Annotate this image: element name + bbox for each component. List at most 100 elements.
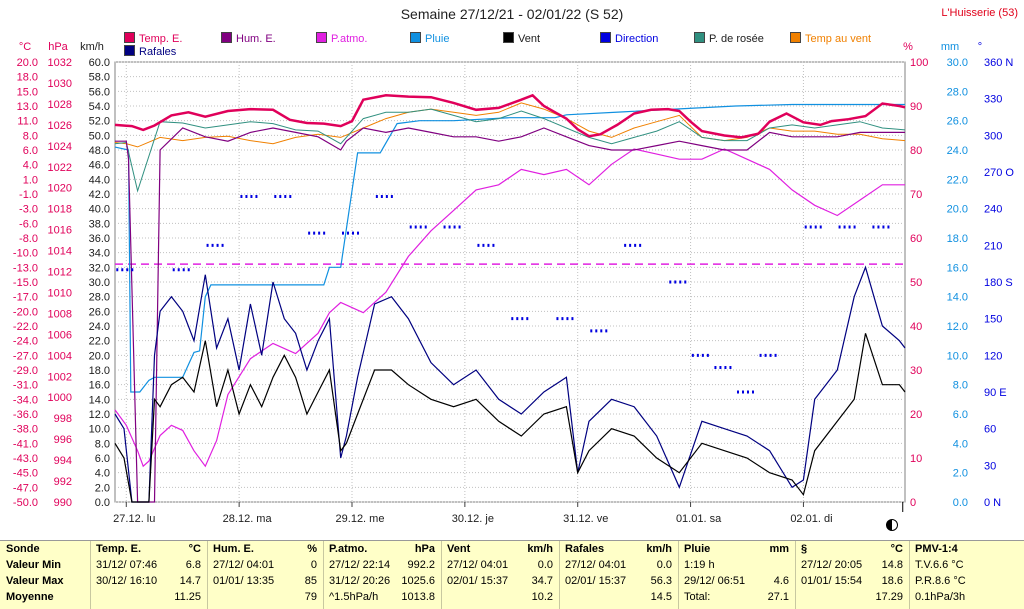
rain-tick-label: 20.0 xyxy=(947,204,968,216)
rain-tick-label: 12.0 xyxy=(947,321,968,333)
series-line-p-atmo xyxy=(114,148,905,468)
wind-tick-label: 46.0 xyxy=(89,160,110,172)
wind-tick-label: 32.0 xyxy=(89,262,110,274)
legend-swatch xyxy=(410,32,421,43)
humidity-tick-label: 30 xyxy=(910,365,922,377)
legend-swatch xyxy=(694,32,705,43)
humidity-tick-label: 0 xyxy=(910,497,916,509)
legend-item: P. de rosée xyxy=(694,32,764,45)
direction-tick-label: 180 S xyxy=(984,277,1013,289)
temp-tick-label: -47.0 xyxy=(13,482,38,494)
stats-cell-time: 01/01/ 15:54 xyxy=(801,575,863,587)
stats-cell-value: 11.25 xyxy=(174,591,201,603)
legend-item: Hum. E. xyxy=(221,32,276,45)
wind-tick-label: 8.0 xyxy=(95,438,110,450)
wind-tick-label: 4.0 xyxy=(95,468,110,480)
humidity-tick-label: 60 xyxy=(910,233,922,245)
stats-column: P.atmo. hPa 27/12/ 22:14 992.2 31/12/ 20:26 1… xyxy=(323,541,442,609)
stats-cell-time: 27/12/ 20:05 xyxy=(801,559,863,571)
temp-tick-label: -31.0 xyxy=(13,380,38,392)
direction-tick-label: 240 xyxy=(984,204,1002,216)
wind-tick-label: 34.0 xyxy=(89,248,110,260)
temp-tick-label: -43.0 xyxy=(13,453,38,465)
stats-cell-value: 0.0 xyxy=(537,559,553,571)
x-tick-label: 27.12. lu xyxy=(113,513,155,525)
pressure-tick-label: 1024 xyxy=(48,141,72,153)
stats-cell-value: 79 xyxy=(304,591,317,603)
stats-cell-time: Total: xyxy=(684,591,711,603)
series-line-vent xyxy=(114,333,906,503)
stats-cell-value: 4.6 xyxy=(773,575,789,587)
stats-column: § °C 27/12/ 20:05 14.8 01/01/ 15:54 18.6 17.29 xyxy=(795,541,910,609)
stats-column: Rafales km/h 27/12/ 04:01 0.0 02/01/ 15:37 56… xyxy=(559,541,679,609)
stats-cell-value: 0 xyxy=(310,559,317,571)
x-tick-label: 02.01. di xyxy=(790,513,832,525)
stats-cell-value: 10.2 xyxy=(531,591,553,603)
pressure-tick-label: 1002 xyxy=(48,371,72,383)
stats-column-unit: km/h xyxy=(527,543,553,555)
rain-tick-label: 8.0 xyxy=(953,380,968,392)
legend-label: P. de rosée xyxy=(709,33,764,45)
wind-tick-label: 14.0 xyxy=(89,394,110,406)
legend-item: Direction xyxy=(600,32,658,45)
stats-column: PMV-1:4 T.V.6.6 °C P.R.8.6 °C 0.1hPa/3h xyxy=(909,541,1024,609)
chart-title: Semaine 27/12/21 - 02/01/22 (S 52) xyxy=(400,6,624,22)
axis-unit-pressure: hPa xyxy=(48,41,68,53)
temp-tick-label: -1.0 xyxy=(19,189,38,201)
direction-tick-label: 210 xyxy=(984,240,1002,252)
axis-unit-direction: ° xyxy=(978,41,982,53)
temp-tick-label: -20.0 xyxy=(13,306,38,318)
stats-cell-value: 17.29 xyxy=(875,591,903,603)
pressure-tick-label: 990 xyxy=(54,497,72,509)
stats-column-title: Hum. E. xyxy=(213,543,254,555)
rain-tick-label: 22.0 xyxy=(947,174,968,186)
stats-cell-value: 1013.8 xyxy=(401,591,435,603)
stats-cell-value: 14.7 xyxy=(179,575,201,587)
axis-unit-wind: km/h xyxy=(80,41,104,53)
stats-cell-value: 18.6 xyxy=(881,575,903,587)
stats-column: Temp. E. °C 31/12/ 07:46 6.8 30/12/ 16:10 14.… xyxy=(90,541,208,609)
stats-column-title: § xyxy=(801,543,808,555)
pressure-tick-label: 1028 xyxy=(48,99,72,111)
temp-tick-label: -13.0 xyxy=(13,262,38,274)
temp-tick-label: 11.0 xyxy=(17,116,38,128)
stats-cell-time: 29/12/ 06:51 xyxy=(684,575,746,587)
stats-cell-time: T.V.6.6 °C xyxy=(915,559,964,571)
wind-tick-label: 30.0 xyxy=(89,277,110,289)
stats-column: Pluie mm 1:19 h 29/12/ 06:51 4.6 Total: 27.1 xyxy=(678,541,796,609)
stats-cell-time: 27/12/ 04:01 xyxy=(565,559,627,571)
legend-label: Pluie xyxy=(425,33,450,45)
rain-tick-label: 18.0 xyxy=(947,233,968,245)
legend-label: Vent xyxy=(518,33,541,45)
temp-tick-label: -27.0 xyxy=(13,350,38,362)
temp-tick-label: 20.0 xyxy=(17,57,38,69)
legend-swatch xyxy=(503,32,514,43)
stats-column: Hum. E.% 27/12/ 04:01 0 01/01/ 13:35 85 79 xyxy=(207,541,324,609)
wind-tick-label: 10.0 xyxy=(89,424,110,436)
moon-phase-icon xyxy=(886,519,898,531)
legend-item: Temp au vent xyxy=(790,32,871,45)
wind-tick-label: 26.0 xyxy=(89,306,110,318)
pressure-tick-label: 992 xyxy=(54,476,72,488)
stats-row-label: Valeur Min xyxy=(6,559,62,571)
humidity-tick-label: 100 xyxy=(910,57,928,69)
temp-tick-label: -8.0 xyxy=(19,233,38,245)
wind-tick-label: 60.0 xyxy=(89,57,110,69)
direction-tick-label: 300 xyxy=(984,130,1002,142)
wind-tick-label: 36.0 xyxy=(89,233,110,245)
pressure-tick-label: 1018 xyxy=(48,204,72,216)
stats-column-unit: % xyxy=(307,543,317,555)
humidity-tick-label: 20 xyxy=(910,409,922,421)
series-line-p-de-ros-e xyxy=(114,108,906,193)
stats-row-label: Moyenne xyxy=(6,591,54,603)
x-tick-label: 31.12. ve xyxy=(563,513,608,525)
pressure-tick-label: 1030 xyxy=(48,78,72,90)
direction-tick-label: 60 xyxy=(984,424,996,436)
stats-cell-time: P.R.8.6 °C xyxy=(915,575,966,587)
temp-tick-label: -17.0 xyxy=(13,292,38,304)
stats-column-title: Pluie xyxy=(684,543,711,555)
stats-column-title: Temp. E. xyxy=(96,543,142,555)
series-line-hum-e xyxy=(115,127,905,503)
pressure-tick-label: 1022 xyxy=(48,162,72,174)
pressure-tick-label: 998 xyxy=(54,413,72,425)
